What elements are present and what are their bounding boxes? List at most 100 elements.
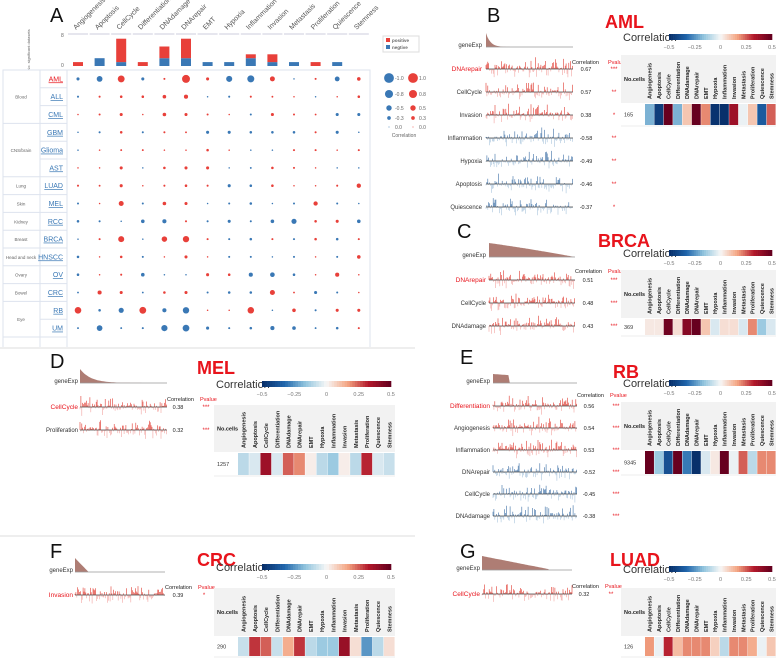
bubble <box>336 95 338 98</box>
bubble <box>292 113 296 116</box>
heatmap-column-label: DNArepair <box>694 286 700 314</box>
bubble <box>141 272 145 277</box>
colorbar-segment <box>300 381 304 387</box>
bubble <box>98 256 101 258</box>
colorbar-segment <box>372 564 376 570</box>
bubble <box>292 131 296 134</box>
bubble <box>358 167 360 169</box>
correlation-value: 0.32 <box>173 428 184 434</box>
colorbar-segment <box>329 564 332 570</box>
colorbar-segment <box>716 566 719 572</box>
bubble <box>247 307 255 314</box>
colorbar-segment <box>718 250 721 256</box>
colorbar-tick: −0.25 <box>287 392 301 398</box>
bubble <box>142 184 144 187</box>
size-legend-bubble <box>386 105 392 111</box>
no-cells-header: No.cells <box>624 292 645 298</box>
bubble <box>141 95 145 98</box>
track-cellcycle <box>492 484 578 503</box>
colorbar-segment <box>683 250 686 256</box>
no-cells-header: No.cells <box>217 610 238 616</box>
colorbar-segment <box>675 380 678 386</box>
cancer-link[interactable]: RB <box>53 308 63 315</box>
colorbar-tick: 0 <box>325 392 328 398</box>
heatmap-cell <box>738 104 748 125</box>
cancer-link[interactable]: LUAD <box>44 183 63 190</box>
cancer-link[interactable]: HNSCC <box>38 254 63 261</box>
heatmap-column-label: Angiogenesis <box>648 596 654 632</box>
colorbar-segment <box>693 380 697 386</box>
heatmap-cell <box>316 453 328 475</box>
bubble <box>119 112 123 117</box>
track-label: Invasion <box>49 592 74 599</box>
heatmap-cell <box>738 637 748 656</box>
bubble <box>77 113 79 116</box>
colorbar-segment <box>354 381 358 387</box>
cancer-link[interactable]: BRCA <box>44 237 64 244</box>
colorbar-tick: −0.25 <box>688 45 702 51</box>
bubble <box>163 77 166 80</box>
bubble <box>335 130 339 134</box>
bubble <box>97 290 102 295</box>
track-label: Inflammation <box>448 136 482 142</box>
cancer-link[interactable]: CML <box>48 112 63 119</box>
bubble <box>293 291 295 294</box>
heatmap-header-bg <box>621 402 776 450</box>
bubble <box>162 112 167 117</box>
cancer-link[interactable]: CRC <box>48 290 63 297</box>
colorbar-segment <box>311 564 314 570</box>
colorbar-segment <box>739 566 742 572</box>
pvalue-stars: *** <box>610 67 618 73</box>
colorbar-segment <box>683 380 686 386</box>
cancer-link[interactable]: UM <box>52 326 63 333</box>
cancer-link[interactable]: GBM <box>47 130 63 137</box>
heatmap-column-label: Differentiation <box>676 276 682 314</box>
colorbar-segment <box>761 566 765 572</box>
correlation-value: 0.43 <box>583 324 594 330</box>
colorbar-segment <box>757 34 760 40</box>
panel-d: D MEL geneExp Correlation Pvalue CellCycle 0.3… <box>46 351 395 477</box>
cancer-link[interactable]: MEL <box>49 201 64 208</box>
bubble <box>249 237 253 241</box>
bubble <box>206 184 209 187</box>
heatmap-cell <box>654 451 664 474</box>
heatmap-cell <box>719 637 729 656</box>
bubble <box>76 184 80 187</box>
colorbar-segment <box>687 34 690 40</box>
pvalue-stars: *** <box>202 405 210 411</box>
colorbar-segment <box>722 566 725 572</box>
correlation-value: 0.67 <box>581 67 592 73</box>
colorbar-segment <box>347 381 351 387</box>
cancer-link[interactable]: RCC <box>48 219 63 226</box>
heatmap-cell <box>663 637 673 656</box>
heatmap-cell <box>338 637 350 656</box>
bubble <box>248 272 253 277</box>
heatmap-column-label: EMT <box>309 620 315 632</box>
colorbar-segment <box>745 566 748 572</box>
colorbar-segment <box>383 564 387 570</box>
colorbar-segment <box>269 381 273 387</box>
bubble <box>249 291 253 294</box>
colorbar-segment <box>726 250 730 256</box>
cancer-link[interactable]: ALL <box>51 94 64 101</box>
bubble <box>206 326 210 330</box>
heatmap-column-label: Proliferation <box>751 599 757 632</box>
cancer-link[interactable]: AST <box>49 165 63 172</box>
panel-f: F CRC geneExp Correlation Pvalue Invasion 0.39… <box>49 541 395 658</box>
cancer-link[interactable]: Glioma <box>41 148 63 155</box>
cancer-link[interactable]: AML <box>49 76 64 83</box>
heatmap-column-label: DNAdamage <box>286 415 292 448</box>
colorbar-segment <box>365 564 369 570</box>
correlation-value: 0.39 <box>173 593 184 599</box>
bubble <box>250 149 252 151</box>
bubble <box>357 327 360 330</box>
pvalue-stars: *** <box>612 492 620 498</box>
heatmap-cell <box>316 637 328 656</box>
correlation-value: 0.38 <box>581 113 592 119</box>
heatmap-column-label: Quiescence <box>376 601 382 632</box>
heatmap-cell <box>654 319 664 335</box>
tissue-label: Breast <box>14 237 28 242</box>
bubble <box>98 309 101 312</box>
colorbar-segment <box>691 566 695 572</box>
cancer-link[interactable]: OV <box>53 272 63 279</box>
